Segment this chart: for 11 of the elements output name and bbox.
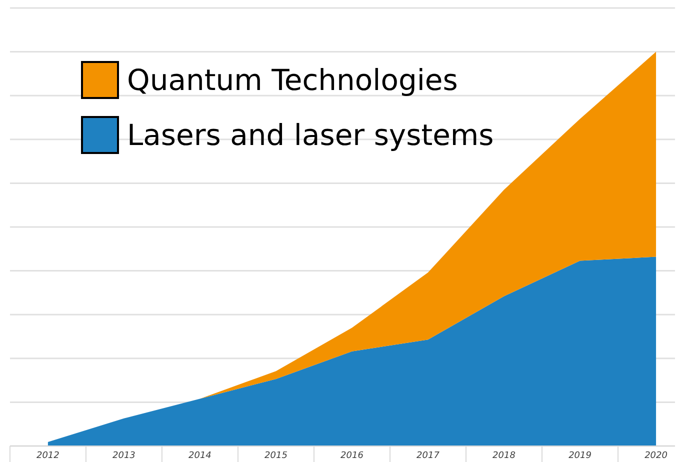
x-tick-label: 2015 [264, 451, 288, 461]
x-tick-label: 2016 [340, 451, 364, 461]
x-tick-label: 2020 [644, 451, 668, 461]
x-tick-label: 2017 [416, 451, 440, 461]
legend-label: Lasers and laser systems [127, 118, 494, 152]
x-tick-label: 2012 [36, 451, 60, 461]
x-tick-label: 2018 [492, 451, 516, 461]
x-tick-label: 2013 [112, 451, 136, 461]
legend-label: Quantum Technologies [127, 63, 458, 97]
x-tick-label: 2014 [188, 451, 212, 461]
x-tick-label: 2019 [568, 451, 592, 461]
